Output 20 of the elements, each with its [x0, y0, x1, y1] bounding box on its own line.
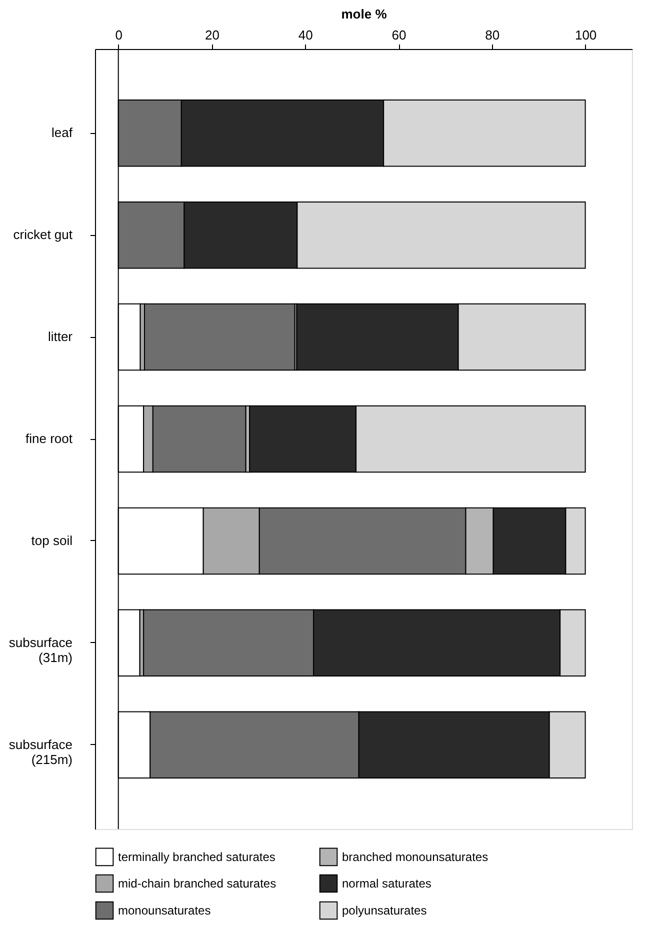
- legend-label: mid-chain branched saturates: [118, 876, 276, 890]
- y-tick-label: subsurface (31m): [8, 634, 72, 665]
- y-tick-label: cricket gut: [13, 227, 73, 242]
- x-tick-label: 60: [392, 28, 406, 42]
- x-tick-label: 20: [205, 28, 220, 42]
- x-tick-label: 80: [485, 28, 500, 42]
- legend-label: terminally branched saturates: [118, 850, 276, 864]
- legend-label: monounsaturates: [118, 904, 211, 918]
- legend-label: polyunsaturates: [342, 904, 427, 918]
- legend-label: normal saturates: [342, 876, 432, 890]
- y-tick-label: leaf: [52, 125, 73, 140]
- y-tick-label: top soil: [31, 532, 73, 548]
- x-tick-label: 40: [298, 28, 313, 42]
- x-tick-label: 0: [115, 28, 122, 42]
- legend-label: branched monounsaturates: [342, 850, 488, 864]
- x-axis-title: mole %: [341, 6, 388, 22]
- y-tick-label: litter: [48, 329, 74, 344]
- x-tick-label: 100: [574, 28, 597, 42]
- y-tick-label: subsurface (215m): [8, 736, 72, 767]
- y-tick-label: fine root: [26, 431, 73, 446]
